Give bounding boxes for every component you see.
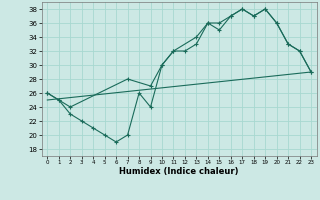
X-axis label: Humidex (Indice chaleur): Humidex (Indice chaleur) — [119, 167, 239, 176]
